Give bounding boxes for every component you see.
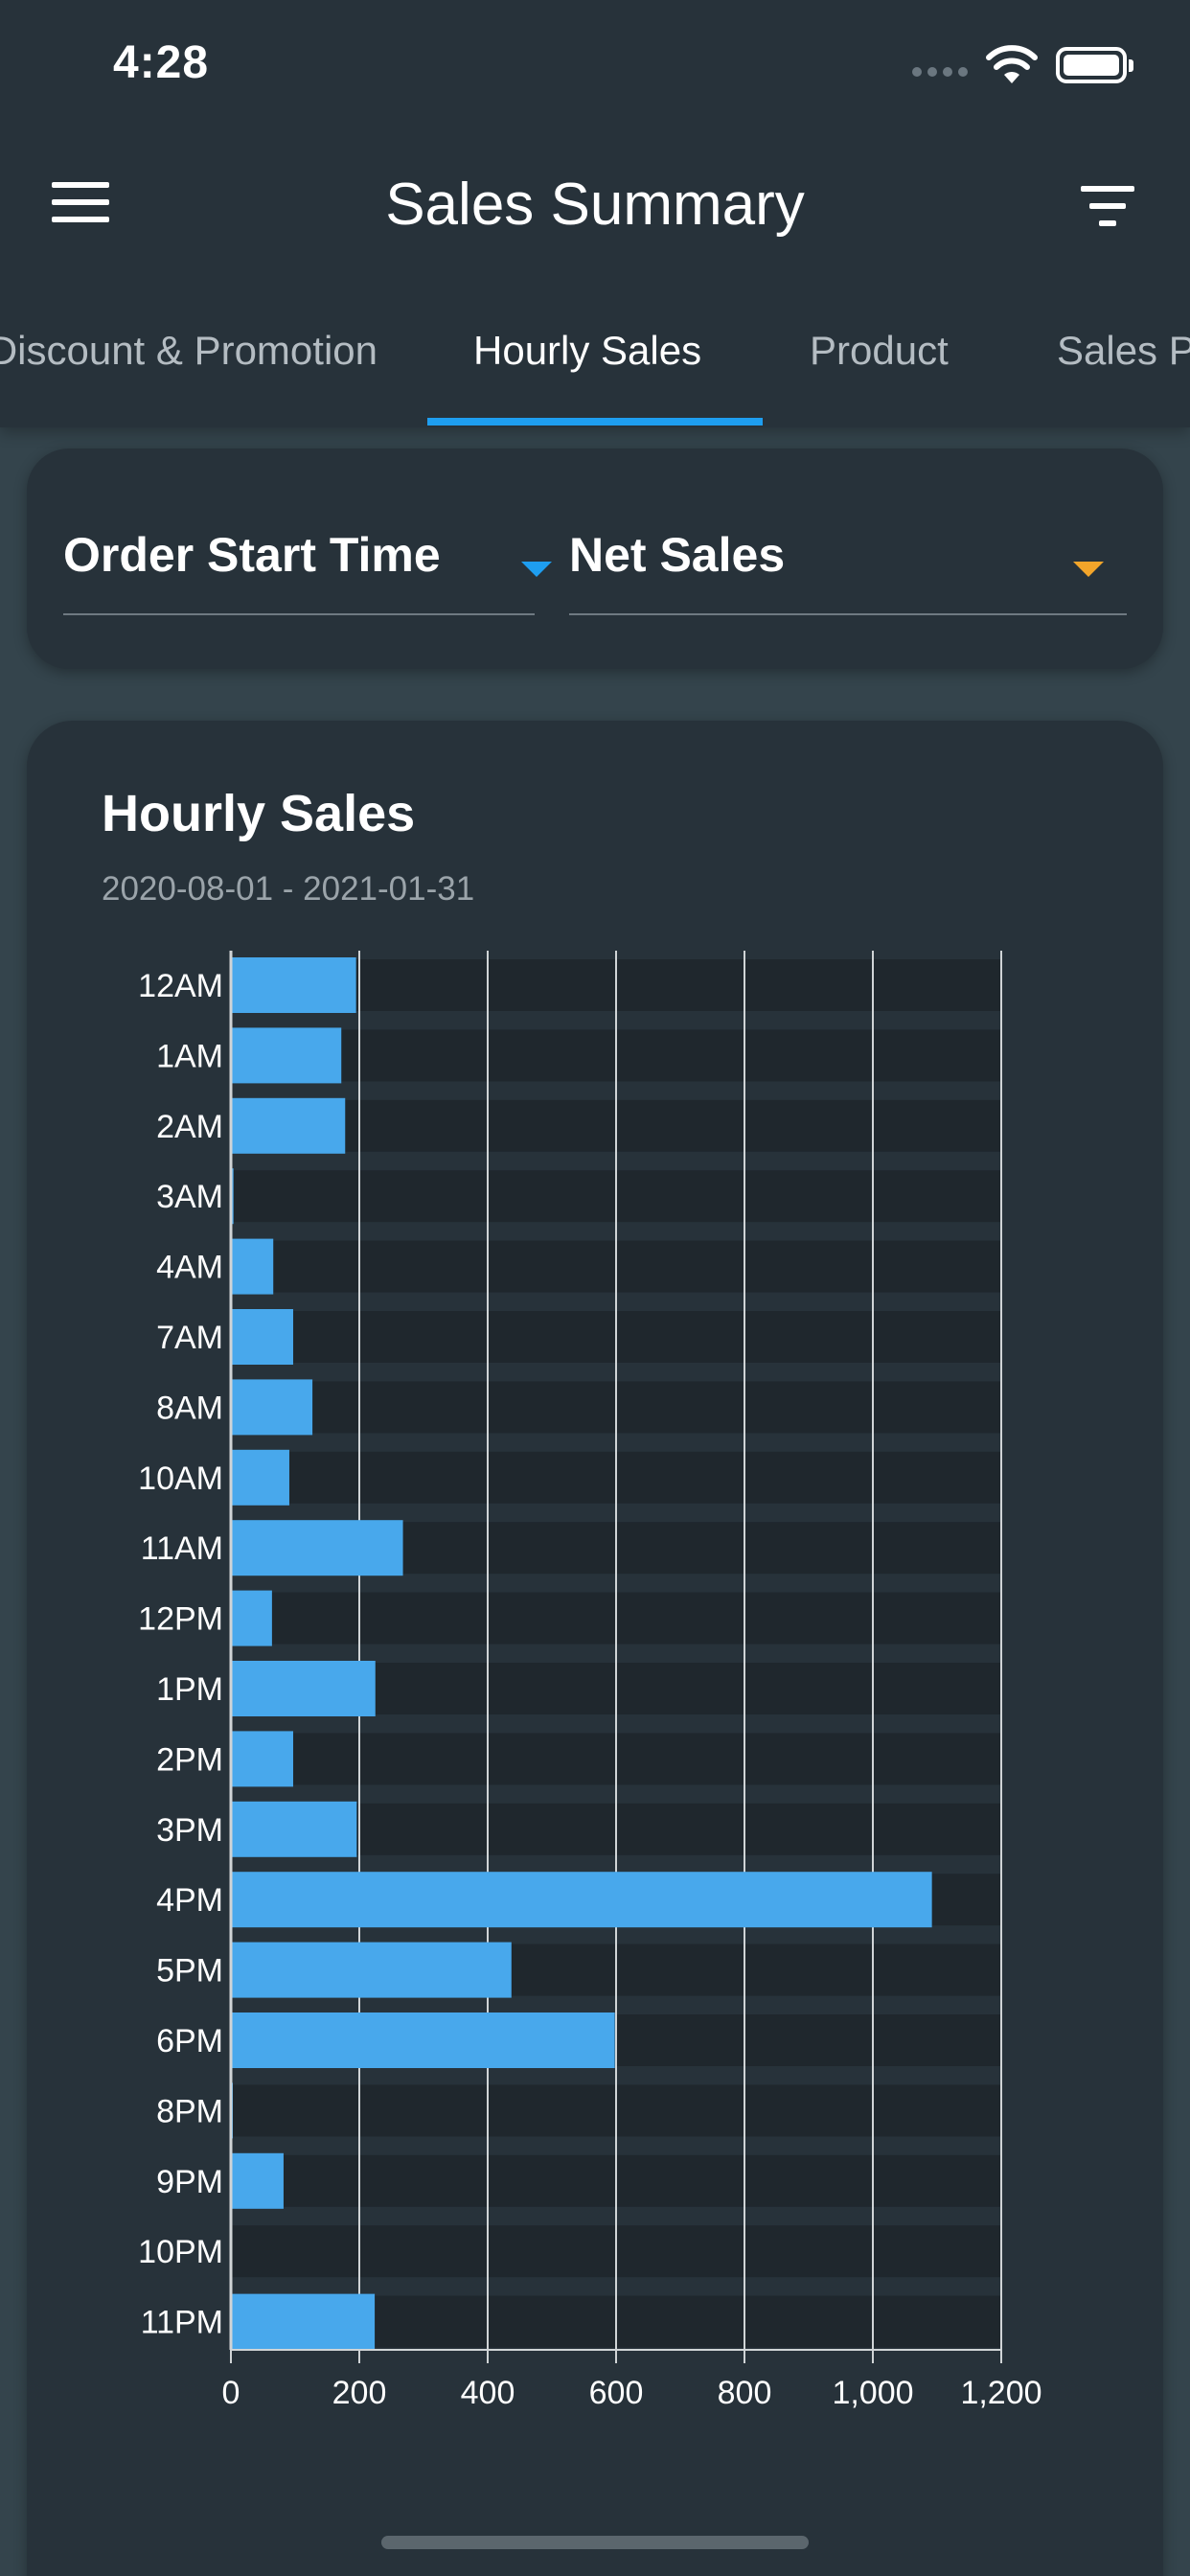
bar-8am bbox=[231, 1379, 313, 1436]
hourly-sales-chart-card: Hourly Sales 2020-08-01 - 2021-01-31 12A… bbox=[27, 721, 1163, 2576]
category-label: 12AM bbox=[138, 968, 223, 1004]
tab-sales[interactable]: Sales P bbox=[1057, 328, 1190, 373]
bar-11pm bbox=[231, 2293, 376, 2350]
bar-6pm bbox=[231, 2012, 615, 2068]
x-tick-label: 200 bbox=[332, 2375, 387, 2411]
hourly-sales-bar-chart: 12AM 1AM 2AM 3AM 4AM 7AM 8AM 10AM 11AM 12PM 1PM 2PM… bbox=[138, 951, 1042, 2411]
bar-4pm bbox=[231, 1872, 932, 1928]
bar-12pm bbox=[231, 1590, 272, 1646]
category-label: 1PM bbox=[156, 1671, 223, 1708]
category-label: 2PM bbox=[156, 1741, 223, 1778]
category-label: 9PM bbox=[156, 2164, 223, 2200]
battery-icon bbox=[1056, 47, 1133, 83]
category-label: 4AM bbox=[156, 1250, 223, 1286]
category-label: 11AM bbox=[141, 1530, 223, 1567]
category-label: 3AM bbox=[156, 1179, 223, 1215]
x-tick-label: 600 bbox=[589, 2375, 644, 2411]
category-label: 1AM bbox=[156, 1038, 223, 1074]
bar-2am bbox=[231, 1097, 346, 1154]
chevron-down-icon bbox=[1073, 562, 1104, 577]
category-label: 3PM bbox=[156, 1812, 223, 1849]
bar-1am bbox=[231, 1027, 342, 1084]
category-label: 6PM bbox=[156, 2023, 223, 2059]
wifi-icon bbox=[986, 45, 1038, 83]
chevron-down-icon bbox=[521, 562, 552, 577]
tab-discount-promotion[interactable]: Discount & Promotion bbox=[0, 328, 378, 373]
category-label: 7AM bbox=[156, 1320, 223, 1356]
bar-7am bbox=[231, 1309, 293, 1365]
bar-9pm bbox=[231, 2152, 284, 2209]
category-label: 8PM bbox=[156, 2093, 223, 2129]
group-by-value: Order Start Time bbox=[63, 528, 441, 582]
metric-select[interactable]: Net Sales bbox=[569, 525, 1127, 615]
app-header: 4:28 Sales Summary Discount & Promotion … bbox=[0, 0, 1190, 427]
chart-title: Hourly Sales bbox=[102, 785, 416, 842]
group-by-select[interactable]: Order Start Time bbox=[63, 525, 552, 615]
category-label: 10PM bbox=[138, 2234, 223, 2270]
chart-date-range: 2020-08-01 - 2021-01-31 bbox=[102, 870, 475, 908]
status-icons bbox=[912, 42, 1133, 88]
page-title: Sales Summary bbox=[385, 172, 805, 238]
x-tick-label: 800 bbox=[718, 2375, 772, 2411]
category-label: 4PM bbox=[156, 1882, 223, 1919]
category-label: 2AM bbox=[156, 1109, 223, 1145]
metric-value: Net Sales bbox=[569, 528, 786, 582]
category-label: 10AM bbox=[138, 1460, 223, 1497]
tab-product[interactable]: Product bbox=[810, 328, 949, 373]
category-label: 8AM bbox=[156, 1390, 223, 1426]
bar-1pm bbox=[231, 1661, 376, 1716]
filter-icon[interactable] bbox=[1079, 186, 1136, 230]
hamburger-menu-icon[interactable] bbox=[52, 182, 109, 232]
filter-card: Order Start Time Net Sales bbox=[27, 448, 1163, 669]
x-tick-label: 0 bbox=[222, 2375, 240, 2411]
cellular-signal-icon bbox=[912, 67, 968, 77]
category-label: 12PM bbox=[138, 1601, 223, 1638]
bar-12am bbox=[231, 957, 356, 1013]
tab-hourly-sales[interactable]: Hourly Sales bbox=[473, 328, 702, 373]
bar-3pm bbox=[231, 1801, 357, 1857]
x-tick-label: 1,000 bbox=[832, 2375, 913, 2411]
tab-bar: Discount & Promotion Hourly Sales Produc… bbox=[0, 316, 1190, 427]
active-tab-indicator bbox=[427, 418, 763, 426]
category-label: 11PM bbox=[141, 2305, 223, 2341]
bar-11am bbox=[231, 1520, 403, 1576]
x-tick-label: 400 bbox=[461, 2375, 515, 2411]
status-time: 4:28 bbox=[113, 37, 210, 88]
x-tick-label: 1,200 bbox=[960, 2375, 1041, 2411]
bar-2pm bbox=[231, 1731, 293, 1787]
bar-4am bbox=[231, 1238, 274, 1295]
bar-5pm bbox=[231, 1942, 512, 1998]
home-indicator bbox=[381, 2536, 809, 2549]
category-label: 5PM bbox=[156, 1953, 223, 1990]
bar-10am bbox=[231, 1449, 289, 1506]
